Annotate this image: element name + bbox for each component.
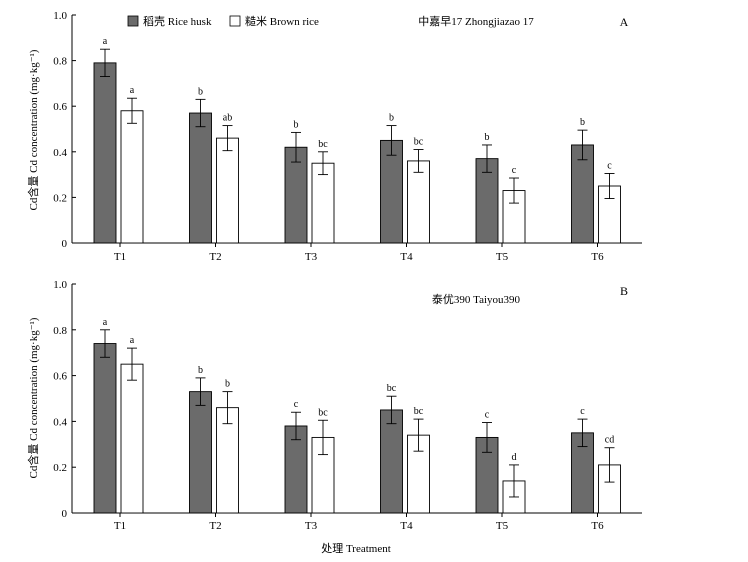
y-tick-label: 0.6 [53,101,67,113]
y-tick-label: 0.8 [53,325,67,337]
bar-brown-rice [311,162,335,244]
significance-letter: d [512,452,517,463]
x-tick-label: T3 [305,251,318,263]
x-tick-label: T2 [209,251,221,263]
y-tick-label: 1.0 [53,279,67,291]
significance-letter: c [485,410,490,421]
bar-rice-husk [380,409,403,514]
x-tick-label: T4 [400,251,413,263]
x-tick-label: T6 [591,520,604,532]
significance-letter: bc [318,139,328,150]
y-tick-label: 0.2 [53,462,67,474]
y-tick-label: 0 [62,238,68,250]
significance-letter: bc [414,137,424,148]
x-tick-label: T4 [400,520,413,532]
x-tick-label: T6 [591,251,604,263]
panel-subtitle: 泰优390 Taiyou390 [432,292,521,306]
significance-letter: bc [414,406,424,417]
significance-letter: a [130,85,135,96]
panel-b: 0 0.2 0.4 0.6 0.8 1.0 泰优390 Taiyou390 B T1 a a T2 b b… [53,279,642,532]
panel-letter: A [620,15,629,29]
significance-letter: ab [223,113,232,124]
x-tick-label: T5 [496,251,509,263]
significance-letter: a [130,335,135,346]
legend-label-rice-husk: 稻壳 Rice husk [143,14,212,28]
y-axis-title-panel-b: Cd含量 Cd concentration (mg·kg⁻¹) [26,317,40,478]
legend-label-brown-rice: 糙米 Brown rice [245,14,319,28]
x-tick-label: T3 [305,520,318,532]
y-tick-label: 0.4 [53,147,67,159]
bar-rice-husk [93,62,117,244]
significance-letter: c [294,399,299,410]
significance-letter: c [512,165,517,176]
significance-letter: b [485,132,490,143]
x-axis-title: 处理 Treatment [321,542,391,555]
significance-letter: b [198,86,203,97]
bar-rice-husk [380,139,403,244]
y-axis-title-panel-a: Cd含量 Cd concentration (mg·kg⁻¹) [26,49,40,210]
panel-letter: B [620,284,628,298]
significance-letter: c [607,160,612,171]
x-tick-label: T2 [209,520,221,532]
y-tick-label: 0 [62,508,68,520]
panel-subtitle: 中嘉早17 Zhongjiazao 17 [418,14,534,28]
y-tick-label: 1.0 [53,10,67,22]
y-tick-label: 0.4 [53,416,67,428]
bar-rice-husk [93,343,117,514]
significance-letter: a [103,36,108,47]
x-tick-label: T5 [496,520,509,532]
y-tick-label: 0.2 [53,192,67,204]
significance-letter: b [294,119,299,130]
y-tick-label: 0.6 [53,371,67,383]
significance-letter: cd [605,435,614,446]
significance-letter: b [198,365,203,376]
significance-letter: bc [318,407,328,418]
bar-brown-rice [120,363,144,514]
legend-swatch-brown-rice [229,15,241,27]
bar-rice-husk [189,112,212,244]
bar-brown-rice [120,110,144,244]
significance-letter: b [225,379,230,390]
panel-a: 0 0.2 0.4 0.6 0.8 1.0 中嘉早17 Zhongjiazao 17 A T1 a… [53,10,642,263]
significance-letter: b [389,113,394,124]
bar-rice-husk [189,391,212,514]
legend-swatch-rice-husk [127,15,139,27]
y-tick-label: 0.8 [53,56,67,68]
significance-letter: bc [387,383,397,394]
legend: 稻壳 Rice husk 糙米 Brown rice [127,14,319,28]
significance-letter: b [580,117,585,128]
significance-letter: a [103,317,108,328]
bar-brown-rice [216,137,239,244]
x-tick-label: T1 [114,520,126,532]
significance-letter: c [580,406,585,417]
bar-brown-rice [407,160,430,244]
x-tick-label: T1 [114,251,126,263]
